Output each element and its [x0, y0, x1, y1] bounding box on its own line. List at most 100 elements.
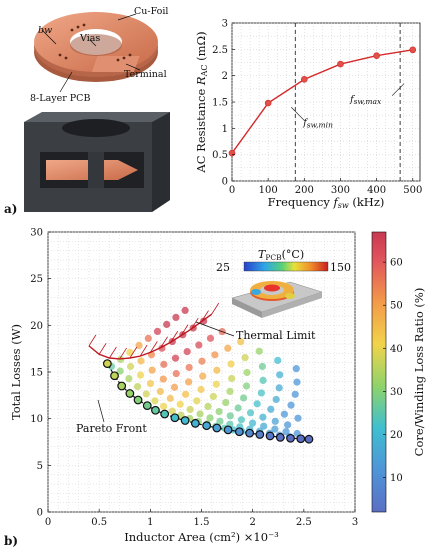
ac-resistance-chart: 0 100 200 300 400 500 0 0.5 1 1.5 2 2.5 3 fsw,min fs…: [194, 19, 422, 211]
design-point: [168, 407, 176, 415]
design-point: [253, 400, 261, 408]
x-tick-label: 2: [249, 517, 255, 528]
design-point: [198, 357, 206, 365]
colorbar-tick-label: 30: [390, 387, 403, 398]
design-point: [182, 390, 190, 398]
pareto-point: [142, 401, 152, 411]
design-point: [228, 374, 236, 383]
design-point: [213, 366, 221, 374]
y-tick-label: 0: [222, 177, 228, 188]
y-tick-label: 1: [222, 124, 228, 135]
temperature-colorbar: [243, 261, 329, 272]
design-point: [135, 341, 143, 349]
thermal-limit-hatch: [160, 336, 168, 348]
thermal-limit-hatch: [211, 302, 220, 315]
design-point: [196, 410, 204, 418]
rac-data-point: [409, 46, 417, 54]
design-point: [166, 394, 174, 402]
x-tick-label: 0: [229, 185, 235, 196]
y-tick-label: 2.5: [212, 45, 228, 56]
thermal-limit-hatch: [170, 330, 179, 343]
pareto-point: [133, 395, 143, 405]
design-point: [248, 419, 257, 427]
design-point: [287, 401, 295, 409]
design-point: [186, 405, 194, 414]
tpcb-min-label: 25: [216, 261, 230, 274]
colorbar-label: Core/Winding Loss Ratio (%): [412, 288, 426, 457]
pcb-label: 8-Layer PCB: [30, 93, 90, 104]
rac-series-line: [231, 49, 413, 154]
x-tick-label: 100: [259, 185, 278, 196]
pareto-point: [160, 409, 170, 419]
fsw-min-label: fsw,min: [302, 118, 333, 130]
thermal-limit-hatch: [180, 324, 189, 336]
design-point: [242, 382, 251, 390]
loss-ratio-colorbar: 10 20 30 40 50 60 Core/Winding Loss Ratio (%): [371, 231, 426, 513]
design-point: [146, 379, 155, 388]
y-tick-label: 5: [37, 461, 43, 472]
pareto-point: [304, 434, 314, 444]
pareto-point: [180, 416, 190, 425]
design-point: [193, 397, 201, 405]
design-point: [185, 363, 193, 372]
y-tick-label: 30: [30, 228, 43, 239]
panel-b-label: b): [4, 534, 18, 548]
design-point: [172, 313, 180, 321]
pareto-point: [245, 428, 254, 438]
chart-b-ylabel: Total Losses (W): [9, 324, 23, 420]
design-point: [216, 417, 224, 425]
inductor-illustration: Cu-Foil Vias bw Terminal 8-Layer PCB: [24, 6, 170, 212]
pareto-point: [202, 421, 212, 431]
design-point: [274, 356, 282, 365]
design-point: [171, 354, 180, 362]
design-point: [159, 375, 167, 383]
x-tick-label: 500: [403, 185, 422, 196]
design-point: [133, 382, 142, 391]
design-point: [156, 387, 164, 396]
design-point: [241, 354, 249, 362]
design-point: [257, 389, 265, 397]
pareto-front-line: [106, 363, 309, 440]
colorbar-tick-label: 40: [390, 344, 403, 355]
pareto-point: [275, 432, 285, 442]
design-point: [280, 410, 288, 418]
thermal-limit-hatch: [129, 346, 138, 359]
design-point: [185, 378, 193, 386]
thermal-limit-hatch: [190, 317, 199, 330]
pareto-point: [296, 434, 306, 444]
design-point: [206, 334, 215, 342]
rac-data-point: [301, 76, 308, 83]
design-point: [271, 425, 279, 433]
design-point: [215, 407, 223, 416]
chart-a-ylabel: AC Resistance RAC (mΩ): [194, 31, 209, 173]
design-point: [259, 376, 267, 385]
colorbar-tick-label: 10: [390, 473, 403, 484]
design-point: [259, 413, 267, 421]
pareto-point: [286, 433, 295, 443]
y-tick-label: 10: [30, 414, 43, 425]
thermal-limit-hatch: [109, 346, 117, 359]
design-point: [212, 380, 220, 388]
y-tick-label: 2: [222, 71, 228, 82]
thermal-limit-hatch: [88, 334, 97, 347]
y-tick-label: 0.5: [212, 150, 228, 161]
design-point: [160, 360, 168, 368]
tpcb-max-label: 150: [330, 261, 351, 274]
design-point: [197, 385, 205, 394]
panel-a-label: a): [4, 202, 17, 216]
x-tick-label: 1.5: [194, 517, 210, 528]
design-point: [199, 372, 207, 380]
pareto-point: [125, 389, 135, 398]
design-point: [224, 344, 232, 352]
design-point: [239, 394, 248, 402]
y-tick-label: 25: [30, 274, 43, 285]
design-point: [227, 360, 235, 368]
design-point: [237, 338, 245, 346]
x-tick-label: 400: [367, 185, 386, 196]
design-point: [260, 422, 268, 430]
design-point: [275, 384, 283, 392]
design-point: [144, 334, 152, 342]
design-point: [267, 405, 275, 413]
pareto-point: [102, 359, 112, 369]
